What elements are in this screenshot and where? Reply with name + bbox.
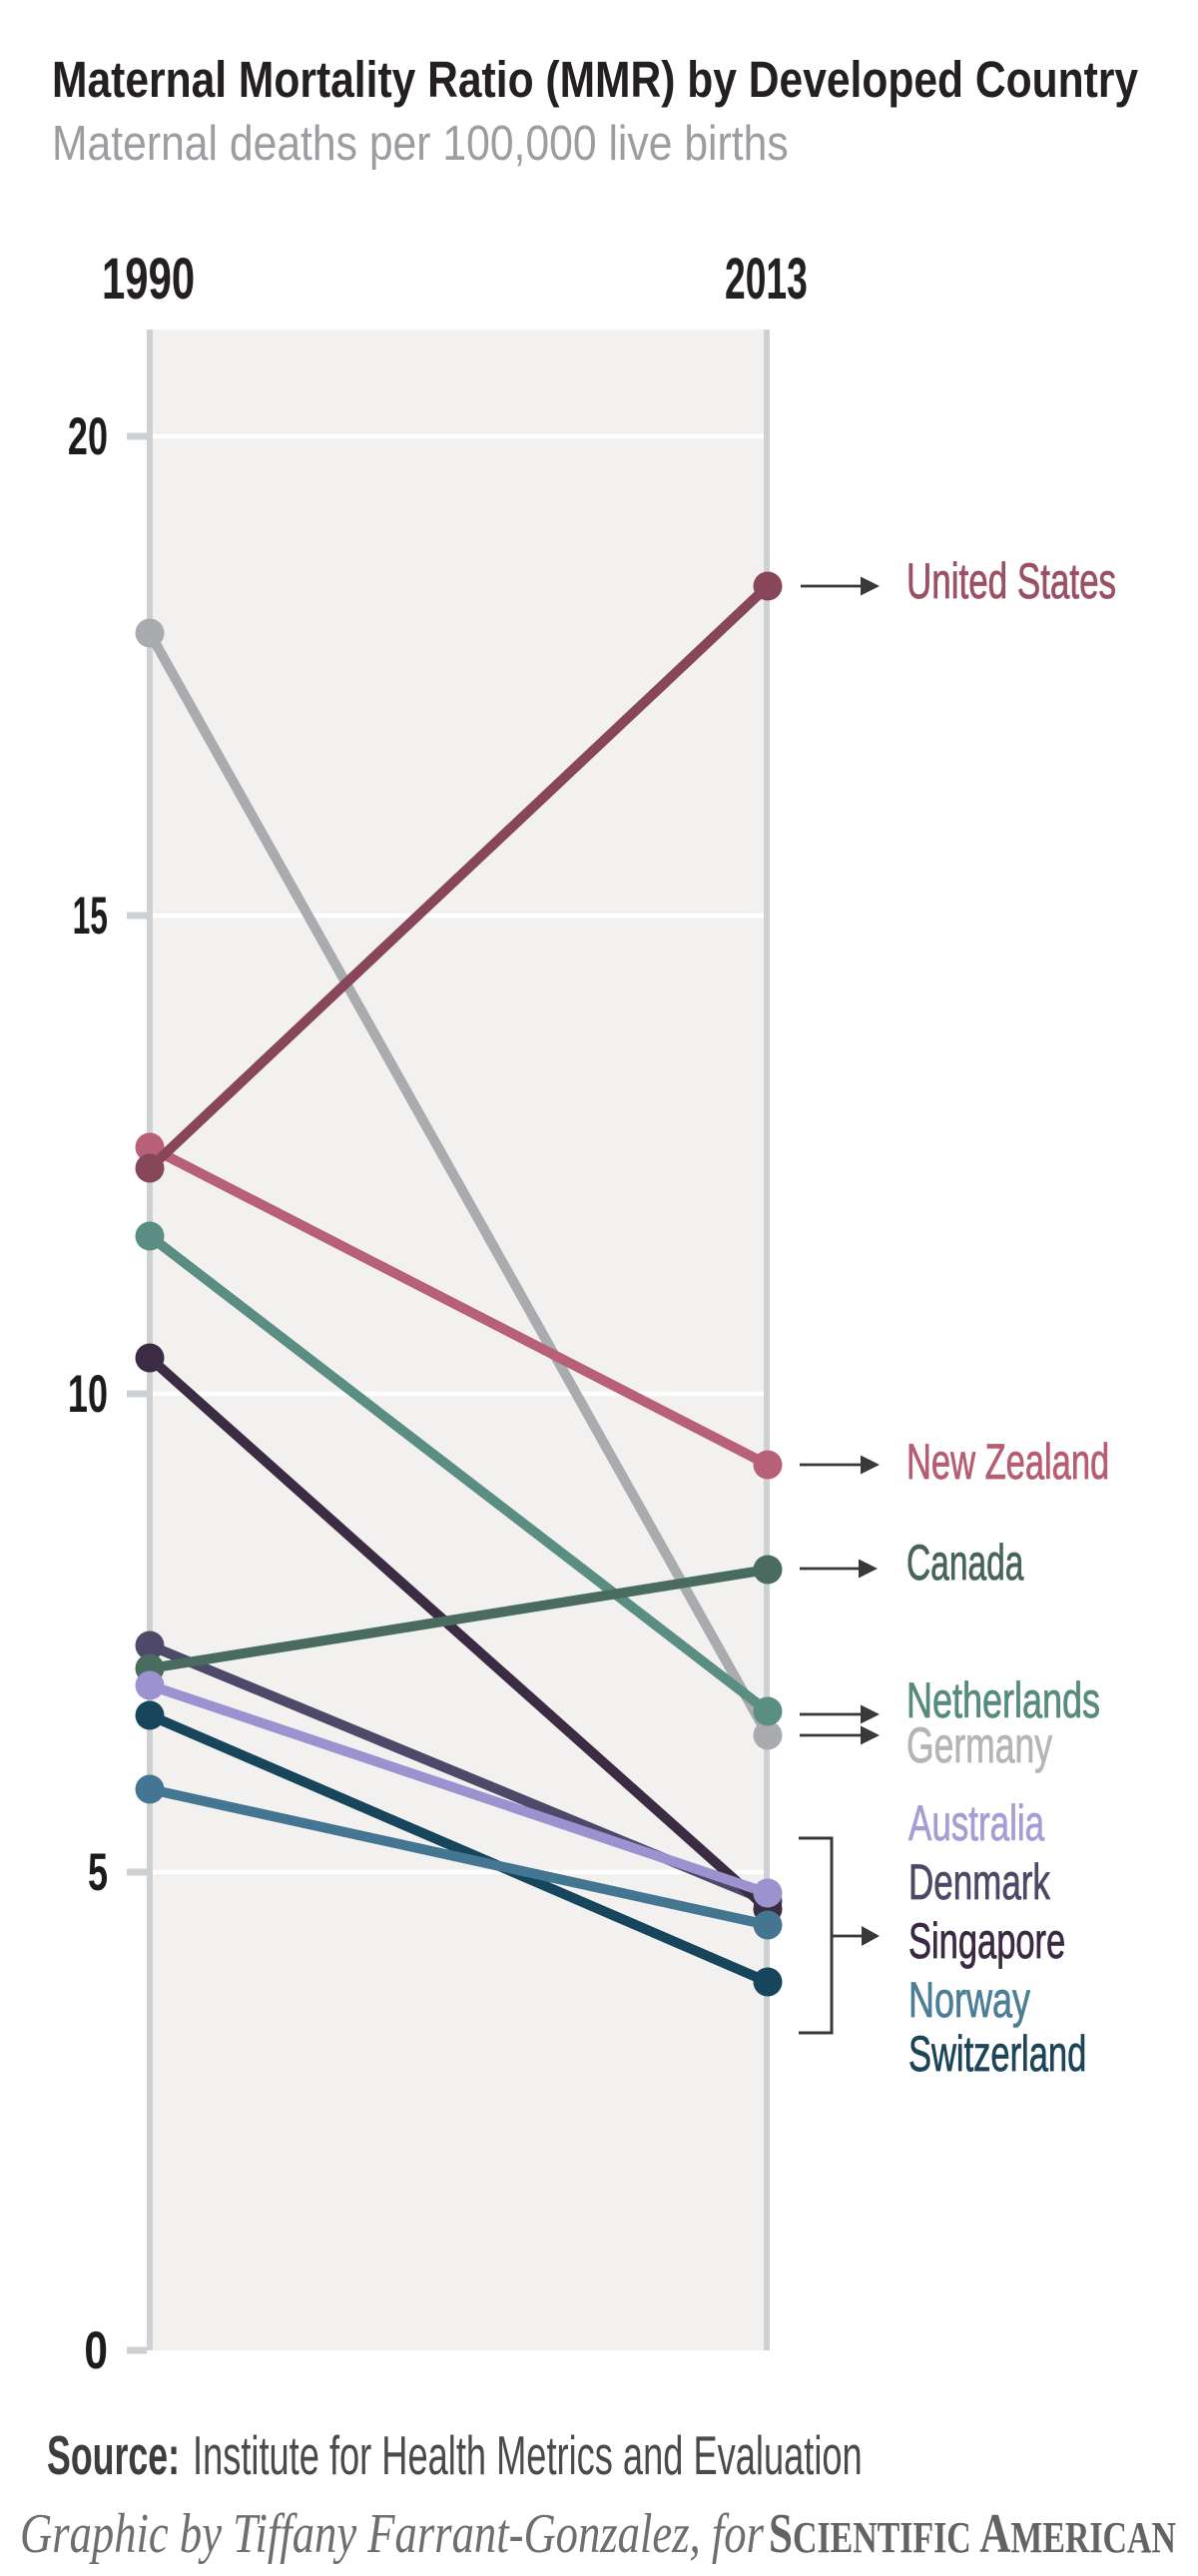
svg-text:15: 15: [73, 887, 108, 946]
svg-text:New Zealand: New Zealand: [906, 1435, 1109, 1491]
svg-text:0: 0: [84, 2322, 108, 2381]
svg-text:Source:: Source:: [47, 2424, 180, 2486]
svg-text:20: 20: [68, 406, 108, 466]
svg-text:Netherlands: Netherlands: [906, 1673, 1100, 1728]
svg-text:Germany: Germany: [906, 1718, 1052, 1773]
svg-text:Australia: Australia: [908, 1796, 1044, 1852]
svg-text:Norway: Norway: [908, 1973, 1030, 2028]
svg-text:10: 10: [68, 1364, 108, 1424]
svg-text:Maternal deaths per 100,000 li: Maternal deaths per 100,000 live births: [52, 115, 789, 170]
svg-text:United States: United States: [906, 554, 1116, 610]
svg-text:Institute for Health Metrics a: Institute for Health Metrics and Evaluat…: [193, 2424, 863, 2485]
svg-text:5: 5: [88, 1842, 108, 1902]
svg-text:Canada: Canada: [906, 1535, 1024, 1591]
svg-text:Denmark: Denmark: [908, 1855, 1050, 1911]
svg-text:2013: 2013: [725, 248, 808, 312]
svg-text:Switzerland: Switzerland: [908, 2027, 1086, 2083]
svg-text:Maternal Mortality Ratio (MMR): Maternal Mortality Ratio (MMR) by Develo…: [52, 50, 1138, 108]
svg-text:Singapore: Singapore: [908, 1914, 1065, 1970]
svg-text:Graphic by Tiffany Farrant-Gon: Graphic by Tiffany Farrant-Gonzalez, for: [20, 2502, 764, 2564]
svg-text:1990: 1990: [102, 246, 195, 311]
